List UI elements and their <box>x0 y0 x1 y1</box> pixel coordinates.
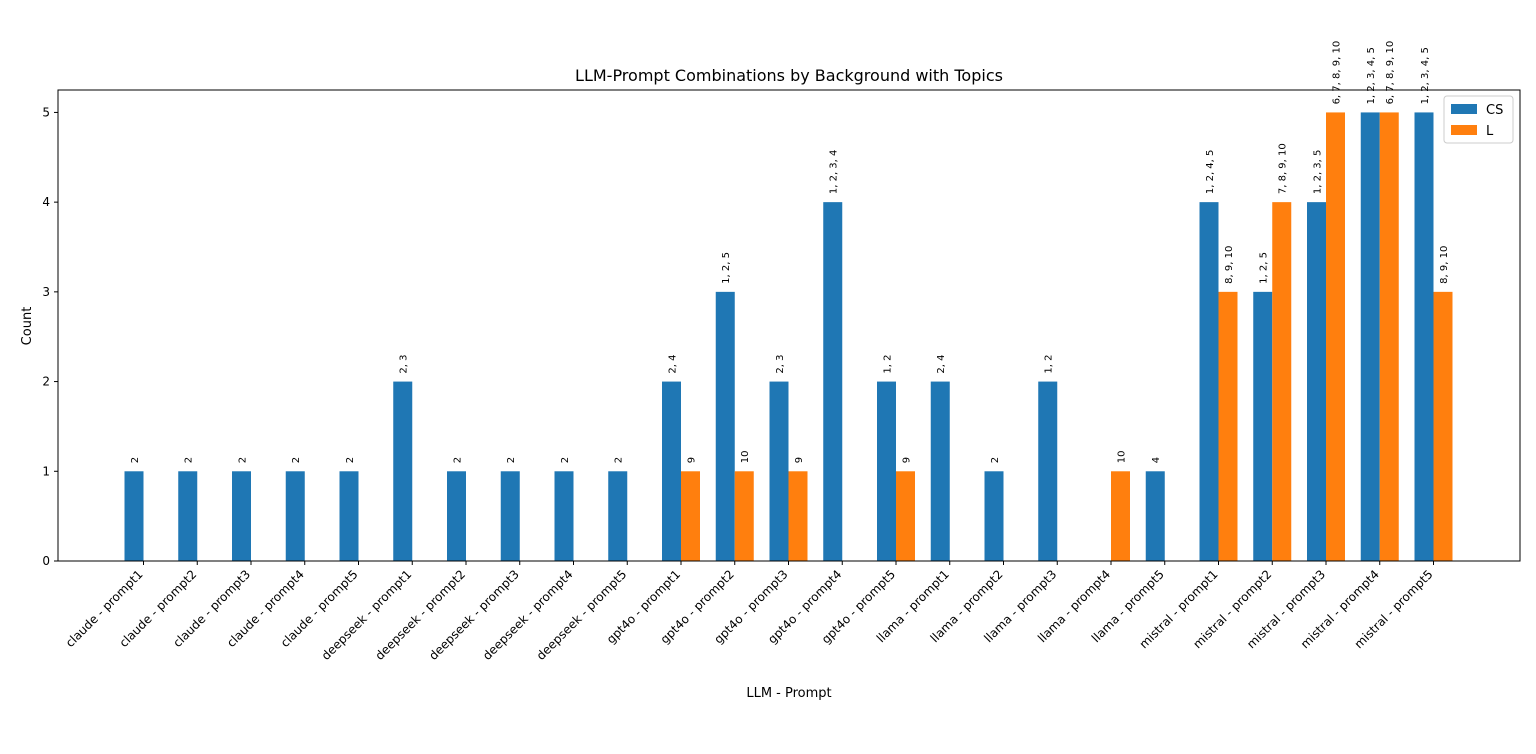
bar-cs <box>930 381 950 561</box>
bar-cs <box>393 381 413 561</box>
data-label: 1, 2, 3, 4 <box>829 150 840 195</box>
data-label: 2 <box>560 457 571 463</box>
data-label: 10 <box>740 451 751 464</box>
bar-cs <box>1038 381 1058 561</box>
plot-frame <box>57 89 1521 562</box>
x-axis-label: LLM - Prompt <box>746 686 831 701</box>
data-label: 2, 3 <box>399 354 410 373</box>
y-tick-label: 5 <box>42 105 50 119</box>
data-label: 9 <box>687 457 698 463</box>
data-label: 9 <box>902 457 913 463</box>
data-label: 9 <box>794 457 805 463</box>
x-tick-label: deepseek - prompt5 <box>534 567 630 663</box>
legend-swatch <box>1451 125 1477 135</box>
data-label: 2 <box>453 457 464 463</box>
bar-l <box>734 471 754 561</box>
data-label: 2 <box>238 457 249 463</box>
data-label: 7, 8, 9, 10 <box>1278 143 1289 194</box>
bar-cs <box>1145 471 1165 561</box>
data-label: 6, 7, 8, 9, 10 <box>1332 41 1343 105</box>
data-label: 10 <box>1117 451 1128 464</box>
bar-l <box>1433 291 1453 561</box>
bar-l <box>681 471 700 561</box>
bar-cs <box>554 471 574 561</box>
bar-cs <box>124 471 144 561</box>
bar-cs <box>608 471 628 561</box>
legend-label: CS <box>1486 103 1503 118</box>
data-label: 2 <box>184 457 195 463</box>
bar-l <box>788 471 808 561</box>
data-label: 1, 2, 3, 4, 5 <box>1420 47 1431 104</box>
bar-cs <box>447 471 466 561</box>
data-label: 2 <box>130 457 141 463</box>
bar-cs <box>877 381 896 561</box>
x-tick-label: deepseek - prompt4 <box>480 567 576 663</box>
bar-cs <box>769 381 789 561</box>
bar-cs <box>1360 112 1380 561</box>
data-label: 1, 2 <box>1044 354 1055 373</box>
bar-cs <box>178 471 198 561</box>
legend-label: L <box>1486 124 1494 139</box>
bar-l <box>1111 471 1130 561</box>
bar-l <box>1326 112 1345 561</box>
y-tick-label: 3 <box>42 285 50 299</box>
bar-cs <box>715 291 735 561</box>
bar-l <box>1218 291 1238 561</box>
data-label: 1, 2 <box>883 354 894 373</box>
x-tick-label: deepseek - prompt3 <box>426 567 522 663</box>
x-tick-label: deepseek - prompt2 <box>373 567 469 663</box>
bar-cs <box>500 471 520 561</box>
legend-swatch <box>1451 104 1477 114</box>
data-label: 2, 4 <box>668 354 679 373</box>
bar-cs <box>1253 291 1273 561</box>
data-label: 2 <box>990 457 1001 463</box>
data-label: 8, 9, 10 <box>1224 246 1235 284</box>
legend: CS L <box>1443 95 1514 144</box>
data-label: 8, 9, 10 <box>1439 246 1450 284</box>
bar-cs <box>1199 202 1219 561</box>
data-label: 4 <box>1151 457 1162 463</box>
bar-cs <box>1414 112 1434 561</box>
data-label: 2, 4 <box>936 354 947 373</box>
bar-cs <box>232 471 251 561</box>
bar-cs <box>662 381 681 561</box>
bar-cs <box>984 471 1004 561</box>
data-label: 1, 2, 3, 4, 5 <box>1366 47 1377 104</box>
data-label: 2 <box>345 457 356 463</box>
y-tick-label: 2 <box>42 375 50 389</box>
bar-l <box>896 471 915 561</box>
y-tick-label: 4 <box>42 195 50 209</box>
data-label: 2 <box>614 457 625 463</box>
y-tick-label: 1 <box>42 464 50 478</box>
data-label: 2 <box>506 457 517 463</box>
bar-l <box>1379 112 1399 561</box>
y-axis-label: Count <box>20 307 35 346</box>
data-label: 6, 7, 8, 9, 10 <box>1385 41 1396 105</box>
bar-cs <box>285 471 305 561</box>
x-tick-label: deepseek - prompt1 <box>319 567 415 663</box>
data-label: 1, 2, 5 <box>1259 252 1270 284</box>
data-label: 1, 2, 3, 5 <box>1313 150 1324 195</box>
bar-cs <box>823 202 843 561</box>
bar-l <box>1272 202 1292 561</box>
bar-cs <box>339 471 359 561</box>
data-label: 1, 2, 4, 5 <box>1205 150 1216 195</box>
data-label: 2, 3 <box>775 354 786 373</box>
data-label: 1, 2, 5 <box>721 252 732 284</box>
data-label: 2 <box>291 457 302 463</box>
bar-cs <box>1307 202 1326 561</box>
y-tick-label: 0 <box>42 554 50 568</box>
chart-title: LLM-Prompt Combinations by Background wi… <box>575 66 1003 85</box>
